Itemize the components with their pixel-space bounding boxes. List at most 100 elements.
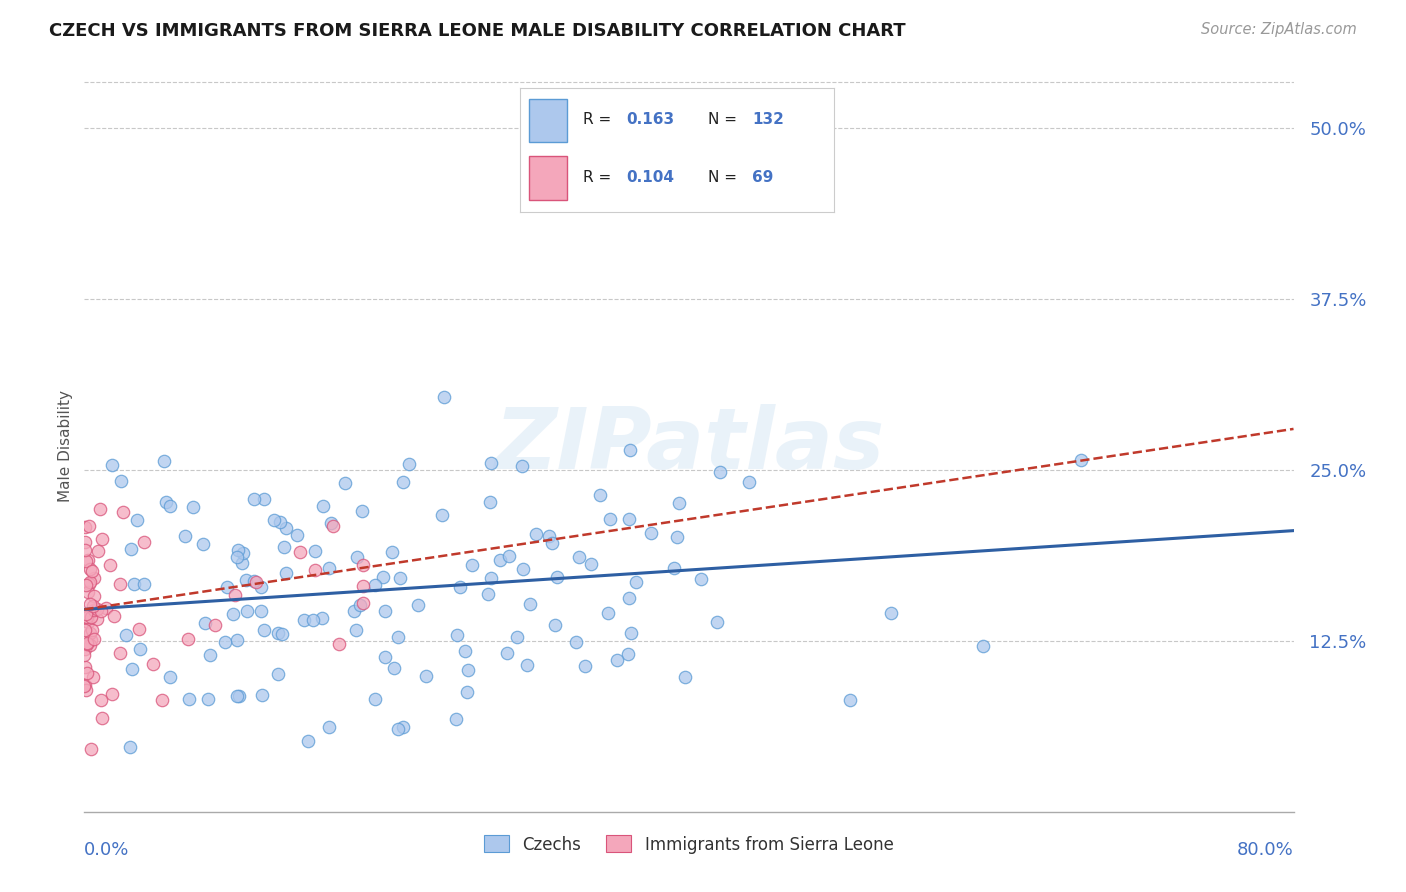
Point bbox=[617, 512, 640, 526]
Point bbox=[537, 529, 560, 543]
Point bbox=[222, 607, 245, 621]
Point bbox=[224, 588, 246, 602]
Point bbox=[198, 648, 221, 662]
Point bbox=[91, 532, 114, 546]
Point bbox=[155, 494, 177, 508]
Point bbox=[128, 622, 150, 636]
Point bbox=[177, 632, 200, 647]
Point bbox=[328, 638, 350, 652]
Point bbox=[479, 494, 502, 508]
Point bbox=[79, 562, 101, 576]
Point bbox=[250, 604, 273, 618]
Point bbox=[318, 720, 340, 734]
Point bbox=[79, 626, 101, 640]
Point bbox=[226, 542, 249, 557]
Point bbox=[738, 475, 761, 489]
Point bbox=[449, 580, 471, 594]
Point bbox=[73, 679, 96, 693]
Point bbox=[489, 552, 512, 566]
Point bbox=[352, 596, 374, 610]
Point bbox=[83, 571, 105, 585]
Point bbox=[75, 682, 97, 697]
Point bbox=[108, 646, 131, 660]
Point bbox=[589, 488, 612, 502]
Point bbox=[274, 521, 297, 535]
Point bbox=[709, 465, 731, 479]
Point bbox=[214, 635, 236, 649]
Point bbox=[121, 662, 143, 676]
Point bbox=[132, 576, 155, 591]
Point bbox=[312, 499, 335, 513]
Point bbox=[495, 646, 517, 660]
Point bbox=[73, 678, 96, 692]
Point bbox=[304, 563, 326, 577]
Point bbox=[387, 630, 409, 644]
Point bbox=[75, 578, 97, 592]
Point bbox=[408, 598, 430, 612]
Point bbox=[541, 536, 564, 550]
Point bbox=[73, 659, 96, 673]
Point bbox=[271, 627, 294, 641]
Point bbox=[322, 519, 344, 533]
Point bbox=[382, 661, 405, 675]
Point bbox=[83, 589, 105, 603]
Text: 0.0%: 0.0% bbox=[84, 841, 129, 859]
Point bbox=[77, 585, 100, 599]
Point bbox=[253, 491, 276, 506]
Point bbox=[77, 577, 100, 591]
Point bbox=[342, 604, 364, 618]
Point bbox=[226, 549, 249, 564]
Point bbox=[79, 574, 101, 589]
Point bbox=[689, 572, 711, 586]
Point bbox=[972, 639, 994, 653]
Point bbox=[364, 577, 387, 591]
Point bbox=[75, 534, 97, 549]
Point bbox=[115, 627, 138, 641]
Point bbox=[79, 742, 101, 756]
Point bbox=[103, 608, 125, 623]
Point bbox=[101, 687, 124, 701]
Point bbox=[433, 390, 456, 404]
Text: CZECH VS IMMIGRANTS FROM SIERRA LEONE MALE DISABILITY CORRELATION CHART: CZECH VS IMMIGRANTS FROM SIERRA LEONE MA… bbox=[49, 22, 905, 40]
Point bbox=[243, 574, 266, 589]
Point bbox=[98, 558, 121, 573]
Point bbox=[352, 558, 374, 572]
Point bbox=[568, 550, 591, 565]
Y-axis label: Male Disability: Male Disability bbox=[58, 390, 73, 502]
Point bbox=[619, 591, 641, 606]
Point bbox=[624, 575, 647, 590]
Point bbox=[515, 657, 537, 672]
Point bbox=[398, 457, 420, 471]
Point bbox=[159, 670, 181, 684]
Point bbox=[86, 612, 108, 626]
Point bbox=[82, 670, 104, 684]
Point bbox=[77, 553, 100, 567]
Point bbox=[128, 641, 150, 656]
Point bbox=[292, 613, 315, 627]
Point bbox=[217, 580, 239, 594]
Point bbox=[90, 693, 112, 707]
Point bbox=[226, 633, 249, 648]
Point bbox=[1070, 452, 1092, 467]
Point bbox=[319, 516, 342, 531]
Point bbox=[506, 630, 529, 644]
Point bbox=[453, 643, 475, 657]
Point bbox=[232, 546, 254, 560]
Point bbox=[269, 515, 291, 529]
Point bbox=[415, 668, 437, 682]
Point bbox=[565, 634, 588, 648]
Point bbox=[599, 512, 621, 526]
Text: Source: ZipAtlas.com: Source: ZipAtlas.com bbox=[1201, 22, 1357, 37]
Point bbox=[512, 562, 534, 576]
Point bbox=[73, 642, 96, 657]
Point bbox=[75, 520, 97, 534]
Point bbox=[122, 577, 145, 591]
Point bbox=[231, 556, 253, 570]
Point bbox=[346, 623, 368, 637]
Point bbox=[245, 574, 267, 589]
Point bbox=[112, 505, 135, 519]
Point bbox=[91, 711, 114, 725]
Point bbox=[83, 603, 105, 617]
Point bbox=[77, 615, 100, 630]
Point bbox=[668, 496, 690, 510]
